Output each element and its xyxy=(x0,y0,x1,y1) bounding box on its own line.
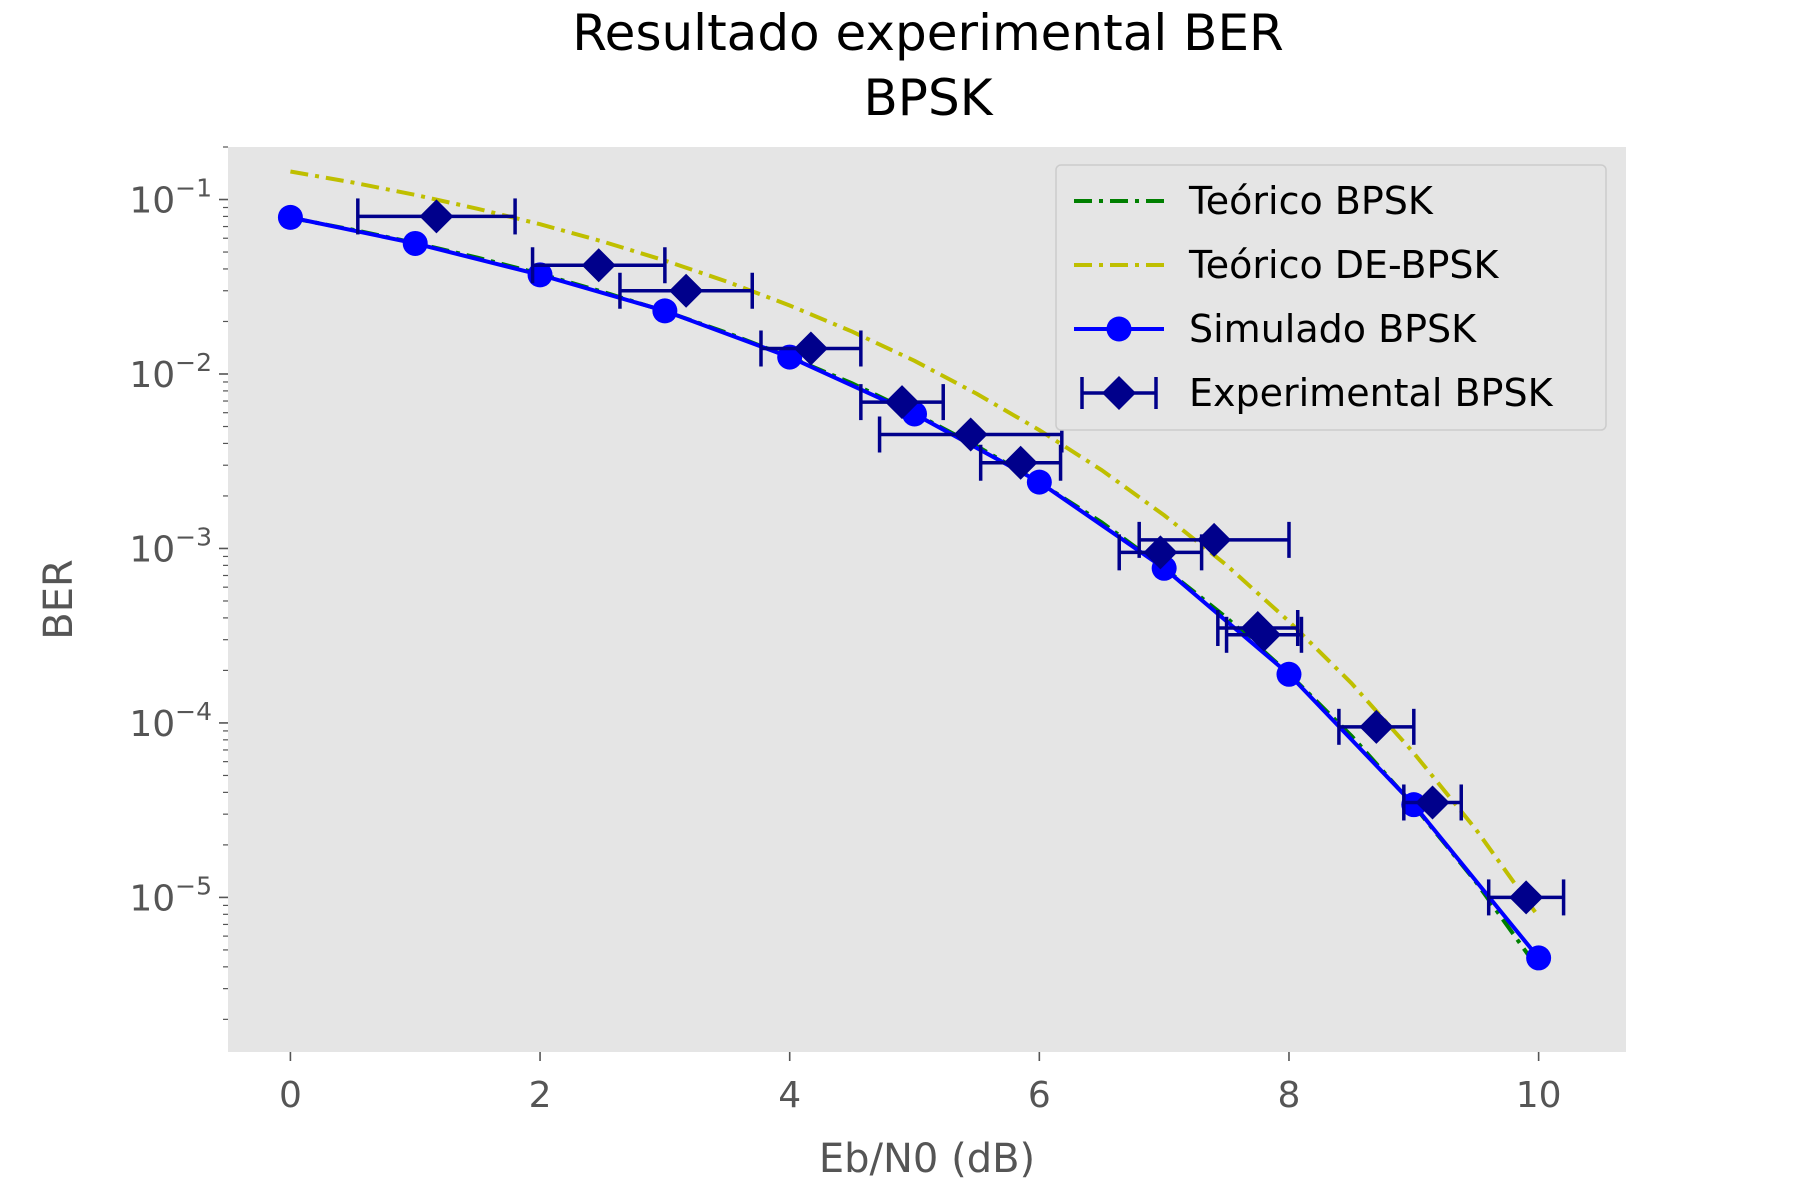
x-tick-label: 4 xyxy=(778,1075,801,1116)
y-axis-label: BER xyxy=(36,559,82,640)
legend-label: Teórico DE-BPSK xyxy=(1188,243,1500,287)
data-point xyxy=(1276,661,1302,687)
data-point xyxy=(652,298,678,324)
data-point xyxy=(1509,880,1544,915)
legend-label: Teórico BPSK xyxy=(1188,179,1434,223)
legend-box xyxy=(1055,164,1607,431)
data-point xyxy=(1003,445,1038,480)
legend-label: Simulado BPSK xyxy=(1189,307,1477,351)
data-point xyxy=(402,230,428,256)
data-point xyxy=(793,331,828,366)
chart-title: Resultado experimental BER xyxy=(572,4,1284,62)
x-axis: 0 2 4 6 8 10 xyxy=(279,1052,1562,1116)
y-axis: 10−1 10−2 10−3 10−4 10−5 xyxy=(129,146,228,1020)
data-point xyxy=(1359,709,1394,744)
legend: Teórico BPSK Teórico DE-BPSK Simulado BPSK… xyxy=(1055,164,1607,431)
data-point xyxy=(419,199,454,234)
data-point xyxy=(277,204,303,230)
legend-label: Experimental BPSK xyxy=(1189,371,1554,415)
data-point xyxy=(1415,785,1450,820)
x-axis-label: Eb/N0 (dB) xyxy=(819,1136,1035,1182)
y-tick-label: 10−2 xyxy=(129,348,212,396)
x-tick-label: 0 xyxy=(279,1075,302,1116)
data-point xyxy=(1197,522,1232,557)
data-point xyxy=(1026,469,1052,495)
data-point xyxy=(1247,617,1282,652)
x-tick-label: 10 xyxy=(1516,1075,1562,1116)
data-point xyxy=(953,417,988,452)
data-point xyxy=(885,385,920,420)
data-point xyxy=(1526,945,1552,971)
y-tick-label: 10−5 xyxy=(129,871,212,919)
y-tick-label: 10−3 xyxy=(129,522,212,570)
x-tick-label: 2 xyxy=(529,1075,552,1116)
y-tick-label: 10−1 xyxy=(129,174,212,222)
x-tick-label: 6 xyxy=(1028,1075,1051,1116)
y-tick-label: 10−4 xyxy=(129,697,212,745)
data-point xyxy=(669,273,704,308)
legend-marker xyxy=(1106,316,1132,342)
series-line xyxy=(290,169,1541,918)
chart-subtitle: BPSK xyxy=(864,69,994,127)
data-point xyxy=(581,248,616,283)
series-layer xyxy=(277,169,1566,971)
legend-marker xyxy=(1102,376,1136,410)
data-point xyxy=(1143,535,1178,570)
x-tick-label: 8 xyxy=(1278,1075,1301,1116)
data-point xyxy=(777,344,803,370)
